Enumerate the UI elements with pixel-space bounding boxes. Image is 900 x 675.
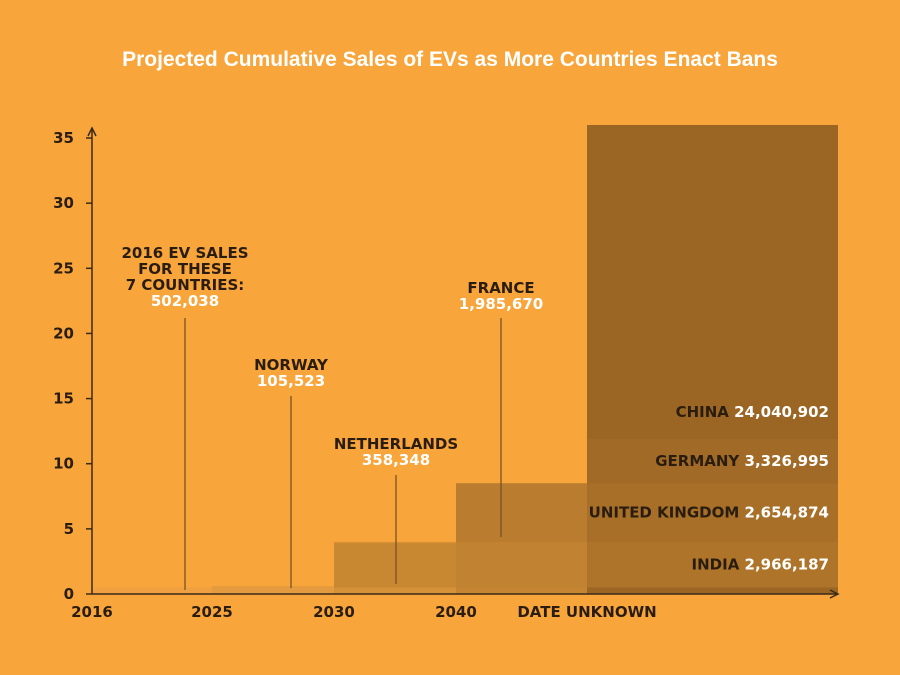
x-tick-label-4: DATE UNKNOWN <box>517 603 656 621</box>
annotation-0-line-0: 2016 EV SALES <box>121 244 248 262</box>
annotation-2-line-0: NETHERLANDS <box>334 435 458 453</box>
annotation-1-line-0: NORWAY <box>254 356 329 374</box>
annotation-0-value: 502,038 <box>151 292 219 310</box>
x-axis-arrow <box>829 589 840 599</box>
band-label-united-kingdom: UNITED KINGDOM 2,654,874 <box>589 504 829 522</box>
step-bar-0 <box>92 587 212 594</box>
band-label-china: CHINA 24,040,902 <box>676 403 829 421</box>
band-india <box>334 541 838 588</box>
annotation-3-line-0: FRANCE <box>467 279 534 297</box>
y-tick-label-5: 5 <box>64 520 74 538</box>
y-axis-arrow <box>87 126 97 137</box>
x-tick-label-2: 2030 <box>313 603 355 621</box>
y-tick-label-20: 20 <box>53 324 74 342</box>
band-united-kingdom <box>456 483 838 542</box>
x-tick-label-0: 2016 <box>71 603 113 621</box>
y-tick-label-25: 25 <box>53 259 74 277</box>
annotation-1-value: 105,523 <box>257 372 325 390</box>
x-tick-label-1: 2025 <box>191 603 233 621</box>
y-tick-label-30: 30 <box>53 194 74 212</box>
y-tick-label-10: 10 <box>53 455 74 473</box>
annotation-3-value: 1,985,670 <box>459 295 543 313</box>
y-tick-label-0: 0 <box>64 585 74 603</box>
y-tick-label-35: 35 <box>53 129 74 147</box>
band-label-germany: GERMANY 3,326,995 <box>655 452 829 470</box>
band-label-india: INDIA 2,966,187 <box>692 556 829 574</box>
annotation-0-line-2: 7 COUNTRIES: <box>126 276 245 294</box>
band-germany <box>587 438 838 484</box>
y-tick-label-15: 15 <box>53 390 74 408</box>
step-bar-1 <box>212 586 334 594</box>
annotation-2-value: 358,348 <box>362 451 430 469</box>
x-tick-label-3: 2040 <box>435 603 477 621</box>
chart-title: Projected Cumulative Sales of EVs as Mor… <box>122 48 778 71</box>
annotation-0-line-1: FOR THESE <box>138 260 232 278</box>
